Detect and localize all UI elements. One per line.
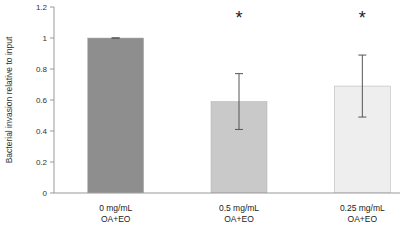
error-cap — [235, 73, 243, 74]
error-cap — [358, 55, 366, 56]
error-cap — [112, 38, 120, 39]
y-tick — [50, 7, 54, 8]
bars-group — [88, 38, 391, 193]
x-axis-line — [54, 193, 400, 194]
y-tick-label: 0 — [43, 189, 48, 198]
error-cap — [358, 117, 366, 118]
error-bar — [358, 55, 366, 117]
y-tick — [50, 193, 54, 194]
x-tick-label-line: 0.25 mg/mL — [340, 203, 385, 213]
y-tick-label: 0.8 — [36, 65, 48, 74]
x-tick-label-line: 0 mg/mL — [99, 203, 132, 213]
chart-container: 0 0.2 0.4 0.6 0.8 1 1.2 Bacterial invasion rela… — [0, 0, 400, 227]
y-tick — [50, 162, 54, 163]
y-tick-label: 1.2 — [36, 3, 48, 12]
y-tick — [50, 69, 54, 70]
y-tick-label: 1 — [43, 34, 48, 43]
x-tick-label: 0.25 mg/mLOA+EO — [340, 203, 385, 224]
x-tick-label: 0 mg/mLOA+EO — [99, 203, 132, 224]
x-tick-label-line: OA+EO — [101, 214, 131, 224]
significance-marker: * — [235, 8, 242, 28]
x-tick-label-line: OA+EO — [348, 214, 378, 224]
chart-svg: 0 0.2 0.4 0.6 0.8 1 1.2 Bacterial invasion rela… — [0, 0, 400, 227]
y-tick — [50, 100, 54, 101]
x-tick-label: 0.5 mg/mLOA+EO — [219, 203, 259, 224]
significance-marker: * — [359, 8, 366, 28]
error-bar — [112, 38, 120, 39]
error-stem — [362, 55, 363, 117]
y-tick — [50, 38, 54, 39]
y-tick — [50, 131, 54, 132]
error-cap — [112, 38, 120, 39]
y-tick-label: 0.2 — [36, 158, 48, 167]
y-axis-line — [54, 7, 55, 193]
x-tick-label-line: OA+EO — [224, 214, 254, 224]
y-tick-label: 0.4 — [36, 127, 48, 136]
x-tick-label-line: 0.5 mg/mL — [219, 203, 259, 213]
bar — [88, 38, 144, 193]
error-cap — [235, 129, 243, 130]
error-stem — [239, 74, 240, 130]
y-tick-label: 0.6 — [36, 96, 48, 105]
error-bar — [235, 74, 243, 130]
y-axis-label: Bacterial invasion relative to input — [4, 36, 14, 163]
